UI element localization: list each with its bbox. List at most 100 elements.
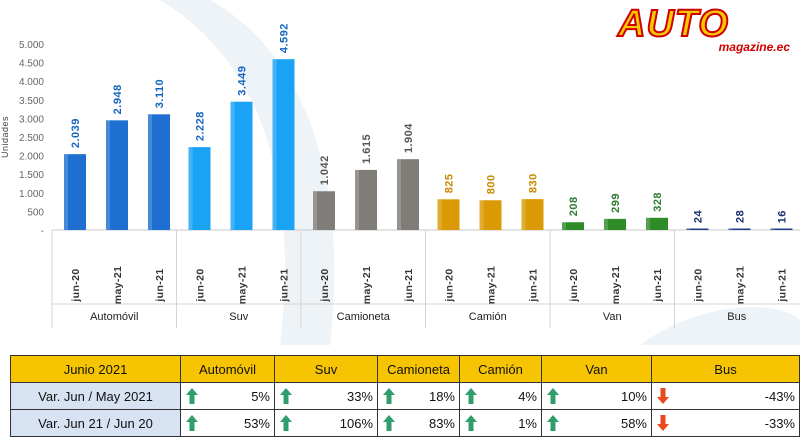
bar-highlight [437,199,442,230]
bar-automóvil-may-21 [106,120,128,230]
variation-value: 83% [428,415,455,431]
arrow-up-icon [383,388,395,404]
variation-value: 10% [620,388,647,404]
bar-highlight [728,228,733,230]
bar-bus-may-21 [728,228,751,230]
value-label: 2.948 [112,84,124,114]
table-header-cell: Suv [274,355,378,383]
value-label: 4.592 [279,23,291,53]
value-label: 1.042 [319,155,331,185]
group-label-van: Van [603,311,622,323]
table-header-row: Junio 2021 Automóvil Suv Camioneta Camión Van… [10,355,800,383]
table-cell: 10% [541,382,652,410]
y-tick-label: 1.000 [19,189,44,200]
bar-highlight [479,200,484,230]
bar-highlight [230,101,235,230]
arrow-up-icon [280,388,292,404]
table-header-cell: Van [541,355,652,383]
bar-highlight [313,191,317,230]
table-row: Var. Jun / May 2021 5% 33% 18% 4% 10% -43% [10,382,800,410]
y-tick-label: 5.000 [19,40,44,51]
arrow-up-icon [383,415,395,431]
x-tick-label: jun-20 [693,268,705,302]
bar-suv-jun-20 [188,147,211,230]
bar-camioneta-jun-20 [313,191,335,230]
value-label: 208 [568,196,580,216]
group-label-camioneta: Camioneta [337,311,391,323]
x-tick-label: jun-21 [154,268,166,302]
value-label: 328 [652,192,664,212]
table-cell: 5% [180,382,275,410]
logo-subtitle: magazine.ec [718,40,790,54]
bar-camión-jun-21 [521,199,544,230]
value-label: 3.449 [237,66,249,96]
y-tick-label: 4.500 [19,59,44,70]
value-label: 825 [444,173,456,193]
table-header-cell: Automóvil [180,355,275,383]
bar-van-jun-21 [646,217,668,230]
y-axis-title: Unidades [0,116,10,158]
table-cell: 53% [180,409,275,437]
variation-value: 58% [620,415,647,431]
variation-value: 53% [243,415,270,431]
table-cell: -33% [651,409,800,437]
bar-van-may-21 [604,218,626,230]
y-tick-label: 4.000 [19,77,44,88]
bar-camión-jun-20 [437,199,460,230]
x-tick-label: may-21 [112,266,124,305]
arrow-up-icon [186,415,198,431]
row-label: Var. Jun 21 / Jun 20 [10,409,181,437]
table-cell: 106% [274,409,378,437]
variation-value: 106% [339,415,373,431]
value-label: 830 [528,173,540,193]
value-label: 3.110 [154,79,166,108]
bar-highlight [64,154,68,230]
bar-highlight [272,59,277,231]
variation-value: 5% [251,388,270,404]
y-tick-label: 1.500 [19,170,44,181]
table-header-cell: Camioneta [377,355,460,383]
y-tick-label: 2.500 [19,133,44,144]
arrow-up-icon [186,388,198,404]
bar-suv-may-21 [230,101,253,230]
table-cell: 83% [377,409,460,437]
arrow-down-icon [657,415,669,431]
x-tick-label: jun-20 [444,268,456,302]
value-label: 16 [777,210,789,223]
bar-highlight [686,228,691,230]
bar-chart: Unidades 5.000 4.500 4.000 3.500 3.000 2.500 2… [0,0,800,345]
arrow-up-icon [465,415,477,431]
variation-value: 1% [518,415,537,431]
bar-suv-jun-21 [272,59,295,231]
value-label: 1.615 [361,134,373,164]
y-tick-label: 500 [27,207,44,218]
bar-highlight [770,228,775,230]
x-tick-label: jun-20 [70,268,82,302]
arrow-down-icon [657,388,669,404]
y-tick-label: 2.000 [19,152,44,163]
y-tick-label: 3.500 [19,96,44,107]
bar-camión-may-21 [479,200,502,230]
value-label: 28 [735,210,747,223]
x-tick-label: may-21 [486,266,498,305]
group-label-automóvil: Automóvil [90,311,138,323]
arrow-up-icon [547,415,559,431]
group-label-suv: Suv [229,311,248,323]
bar-camioneta-may-21 [355,169,377,230]
x-tick-label: jun-21 [403,268,415,302]
bar-van-jun-20 [562,222,584,230]
table-cell: 4% [459,382,542,410]
x-tick-label: jun-20 [568,268,580,302]
table-cell: 58% [541,409,652,437]
x-tick-label: jun-21 [777,268,789,302]
group-label-bus: Bus [727,311,746,323]
variation-value: 18% [428,388,455,404]
table-header-cell: Camión [459,355,542,383]
x-tick-label: may-21 [237,266,249,305]
table-header-cell: Bus [651,355,800,383]
bar-highlight [397,159,401,230]
table-header-cell: Junio 2021 [10,355,181,383]
row-label: Var. Jun / May 2021 [10,382,181,410]
variation-value: -43% [764,388,795,404]
bar-automóvil-jun-20 [64,154,86,230]
